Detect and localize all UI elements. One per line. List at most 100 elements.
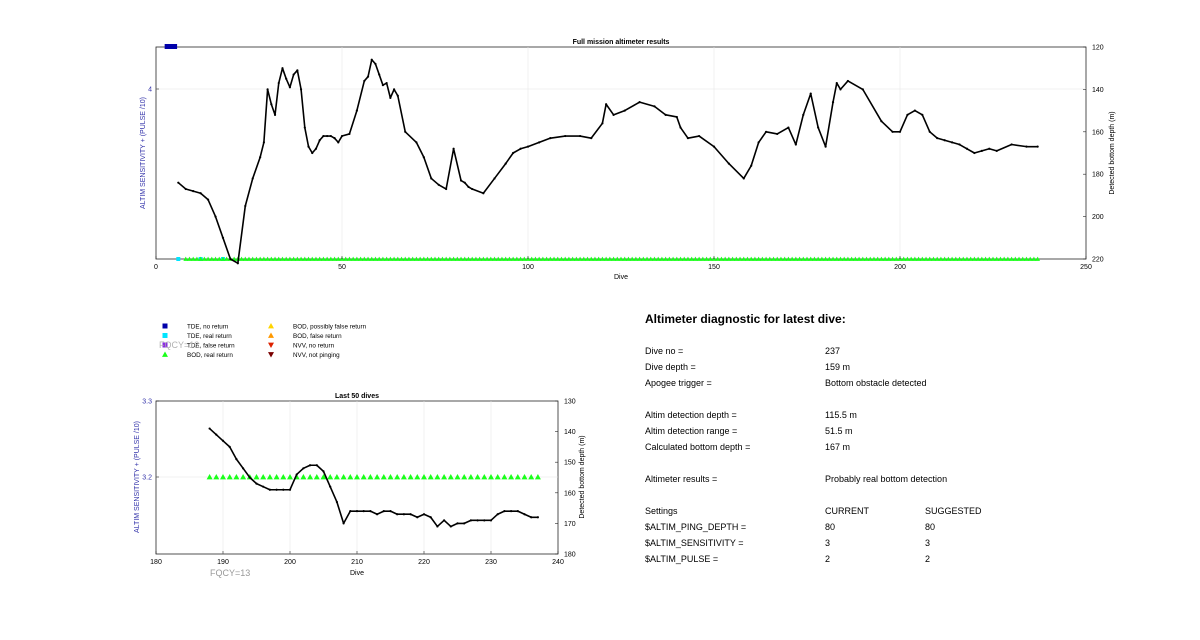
depth-point (251, 177, 254, 180)
fqcy-annotation: FQCY=13 (210, 568, 250, 578)
legend-label: NVV, not pinging (293, 352, 340, 359)
depth-point (764, 130, 768, 133)
bod-real-return-marker (860, 256, 866, 261)
settings-suggested-header: SUGGESTED (925, 506, 982, 516)
diag-value: 159 m (825, 362, 851, 372)
y-axis-label-left: ALTIM SENSITIVITY + (PULSE /10) (134, 421, 141, 533)
bod-real-return-marker (771, 256, 776, 261)
bod-real-return-marker (198, 256, 204, 261)
bod-real-return-marker (938, 256, 944, 261)
depth-point (512, 151, 515, 155)
depth-point (493, 177, 496, 180)
legend-marker (268, 342, 274, 348)
y-axis-label-right: Detected bottom depth (m) (579, 435, 586, 518)
bod-real-return-marker (213, 256, 218, 261)
chart-title: Last 50 dives (335, 393, 379, 400)
depth-point (675, 115, 678, 119)
y-axis-label-left: ALTIM SENSITIVITY + (PULSE /10) (140, 97, 147, 209)
bod-real-return-marker (473, 256, 479, 261)
bod-real-return-marker (748, 256, 754, 261)
x-tick-label: 210 (351, 559, 363, 566)
depth-point (456, 522, 459, 525)
depth-point (259, 156, 262, 159)
depth-point (266, 88, 269, 91)
bod-real-return-marker (596, 256, 602, 261)
bod-real-return-marker (752, 256, 758, 261)
depth-point (322, 470, 325, 473)
depth-series (208, 427, 540, 528)
x-tick-label: 200 (894, 264, 906, 271)
legend-marker (162, 342, 168, 348)
depth-point (727, 162, 730, 165)
bod-real-return-marker (882, 256, 888, 261)
tde-real-return-marker (176, 257, 181, 261)
bod-real-return-marker (689, 256, 695, 261)
bod-real-return-marker (1027, 256, 1033, 261)
markers (206, 474, 541, 480)
bod-real-return-marker (239, 256, 244, 261)
depth-point (898, 130, 902, 133)
bod-real-return-marker (484, 256, 490, 261)
bod-real-return-marker (518, 256, 523, 261)
bod-real-return-marker (953, 256, 959, 261)
depth-point (281, 67, 284, 70)
bod-real-return-marker (614, 256, 620, 261)
depth-point (638, 101, 641, 104)
bod-real-return-marker (722, 256, 728, 261)
bod-real-return-marker (968, 256, 974, 261)
bod-real-return-marker (440, 256, 445, 261)
bod-real-return-marker (380, 256, 386, 261)
legend-marker (162, 351, 168, 357)
y-left-tick-label: 3.2 (142, 475, 152, 482)
depth-point (416, 516, 419, 519)
bod-real-return-marker (994, 256, 1000, 261)
depth-point (578, 134, 582, 138)
bod-real-return-marker (514, 256, 520, 261)
bod-real-return-marker (501, 474, 508, 480)
bod-real-return-marker (417, 256, 423, 261)
bod-real-return-marker (376, 256, 382, 261)
bod-real-return-marker (321, 256, 326, 261)
diagnostic-title: Altimeter diagnostic for latest dive: (645, 312, 846, 326)
bod-real-return-marker (521, 256, 527, 261)
depth-point (601, 122, 604, 125)
bod-real-return-marker (890, 256, 895, 261)
x-tick-label: 150 (708, 264, 720, 271)
depth-point (242, 467, 245, 470)
bod-real-return-marker (756, 256, 762, 261)
x-tick-label: 230 (485, 559, 497, 566)
bod-real-return-marker (719, 256, 724, 261)
depth-point (679, 126, 682, 129)
bod-real-return-marker (931, 256, 936, 261)
bod-real-return-marker (871, 256, 877, 261)
depth-point (215, 433, 218, 436)
bod-real-return-marker (358, 256, 363, 261)
setting-name: $ALTIM_PULSE = (645, 554, 719, 564)
depth-point (299, 88, 303, 91)
depth-point (443, 519, 446, 522)
depth-point (712, 145, 716, 148)
bod-real-return-marker (678, 256, 683, 261)
depth-point (288, 488, 292, 491)
bod-real-return-marker (354, 474, 360, 480)
depth-point (369, 510, 372, 513)
diag-row-dive-no: Dive no = 237 (645, 346, 1065, 362)
depth-point (802, 113, 805, 116)
depth-point (686, 137, 690, 140)
bod-real-return-marker (607, 256, 613, 261)
legend-marker (268, 332, 274, 338)
bod-real-return-marker (923, 256, 929, 261)
bod-real-return-marker (458, 256, 464, 261)
bod-real-return-marker (347, 474, 354, 480)
depth-point (262, 141, 265, 144)
depth-point (437, 183, 440, 186)
bod-real-return-marker (1009, 256, 1014, 261)
legend-marker (268, 352, 274, 358)
bod-real-return-marker (856, 256, 862, 261)
depth-point (329, 134, 332, 138)
depth-point (355, 109, 358, 112)
bod-real-return-marker (1005, 256, 1011, 261)
bod-real-return-marker (213, 474, 220, 480)
bod-real-return-marker (570, 256, 576, 261)
bod-real-return-marker (986, 256, 992, 261)
